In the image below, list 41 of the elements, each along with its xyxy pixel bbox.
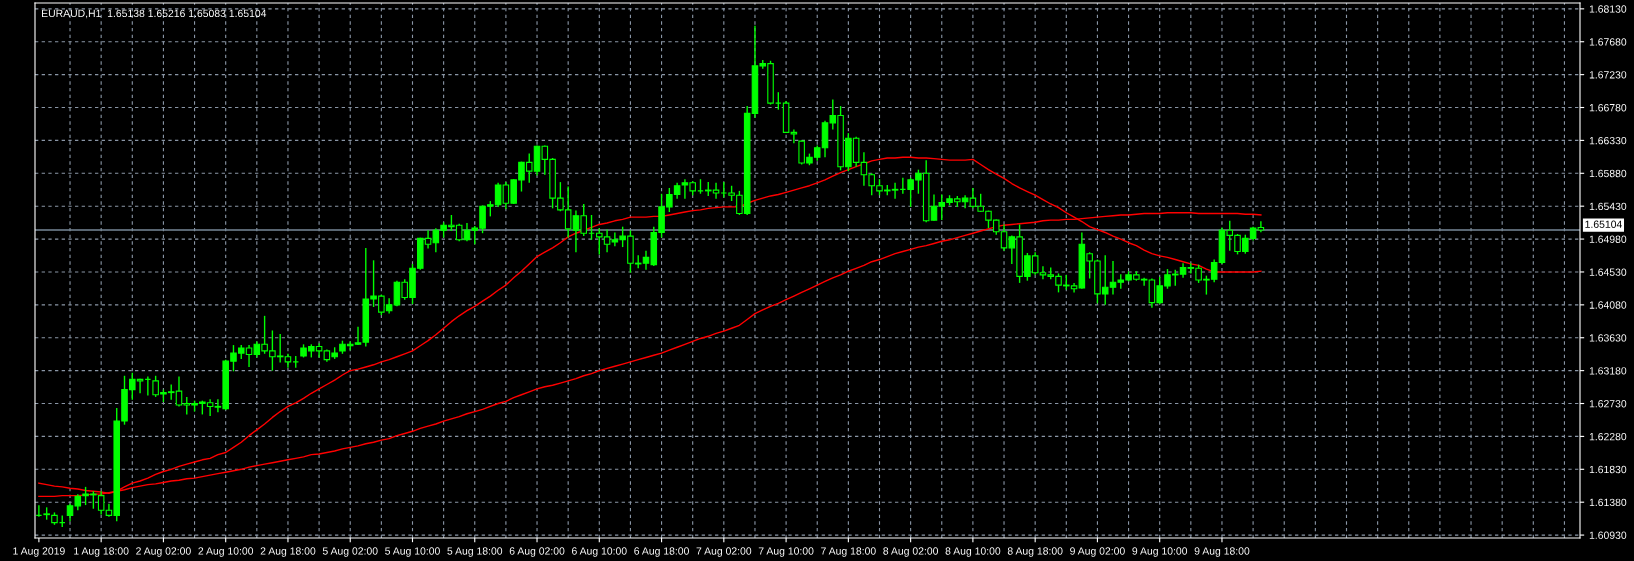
y-tick-label: 1.65880 <box>1589 169 1627 178</box>
x-tick-label: 9 Aug 10:00 <box>1132 547 1188 557</box>
x-tick-label: 9 Aug 02:00 <box>1070 547 1125 557</box>
y-tick-label: 1.64080 <box>1589 301 1627 309</box>
x-tick-label: 6 Aug 10:00 <box>572 547 627 557</box>
y-tick-label: 1.67230 <box>1589 71 1627 79</box>
ref-line-label: 1.65104 <box>1585 220 1622 228</box>
x-tick-label: 9 Aug 18:00 <box>1194 547 1250 557</box>
x-tick-label: 8 Aug 02:00 <box>883 547 939 557</box>
x-tick-label: 1 Aug 2019 <box>13 547 65 557</box>
x-tick-label: 5 Aug 18:00 <box>447 547 503 557</box>
y-tick-label: 1.66330 <box>1589 136 1627 145</box>
y-tick-label: 1.67680 <box>1589 38 1627 46</box>
y-tick-label: 1.61380 <box>1589 498 1627 507</box>
x-tick-label: 5 Aug 02:00 <box>322 547 378 557</box>
x-tick-label: 7 Aug 02:00 <box>696 547 752 557</box>
x-tick-label: 8 Aug 10:00 <box>945 547 1001 557</box>
y-tick-label: 1.60930 <box>1589 531 1627 539</box>
line-series <box>38 156 1262 495</box>
y-tick-label: 1.63180 <box>1589 367 1627 375</box>
y-tick-label: 1.68130 <box>1589 5 1627 13</box>
y-tick-label: 1.62730 <box>1589 400 1627 408</box>
x-tick-label: 7 Aug 10:00 <box>758 547 814 557</box>
x-tick-label: 5 Aug 10:00 <box>385 547 440 557</box>
x-tick-label: 6 Aug 02:00 <box>509 547 565 557</box>
y-tick-label: 1.65430 <box>1589 202 1627 211</box>
y-tick-label: 1.62280 <box>1589 432 1627 441</box>
x-tick-label: 2 Aug 10:00 <box>198 547 254 557</box>
x-tick-label: 2 Aug 02:00 <box>136 547 191 557</box>
text: EURAUD,H1 1.65138 1.65216 1.65083 1.65104 <box>42 9 267 19</box>
y-tick-label: 1.61830 <box>1589 465 1627 474</box>
y-tick-label: 1.66780 <box>1589 104 1627 112</box>
x-tick-label: 8 Aug 18:00 <box>1007 547 1063 557</box>
y-tick-label: 1.64980 <box>1589 235 1627 243</box>
candlestick <box>1257 221 1265 233</box>
x-tick-label: 7 Aug 18:00 <box>821 547 876 557</box>
x-tick-label: 1 Aug 18:00 <box>74 547 129 557</box>
x-tick-label: 6 Aug 18:00 <box>634 547 689 557</box>
y-tick-label: 1.63630 <box>1589 334 1627 342</box>
x-tick-label: 2 Aug 18:00 <box>260 547 316 557</box>
y-tick-label: 1.64530 <box>1589 268 1627 276</box>
